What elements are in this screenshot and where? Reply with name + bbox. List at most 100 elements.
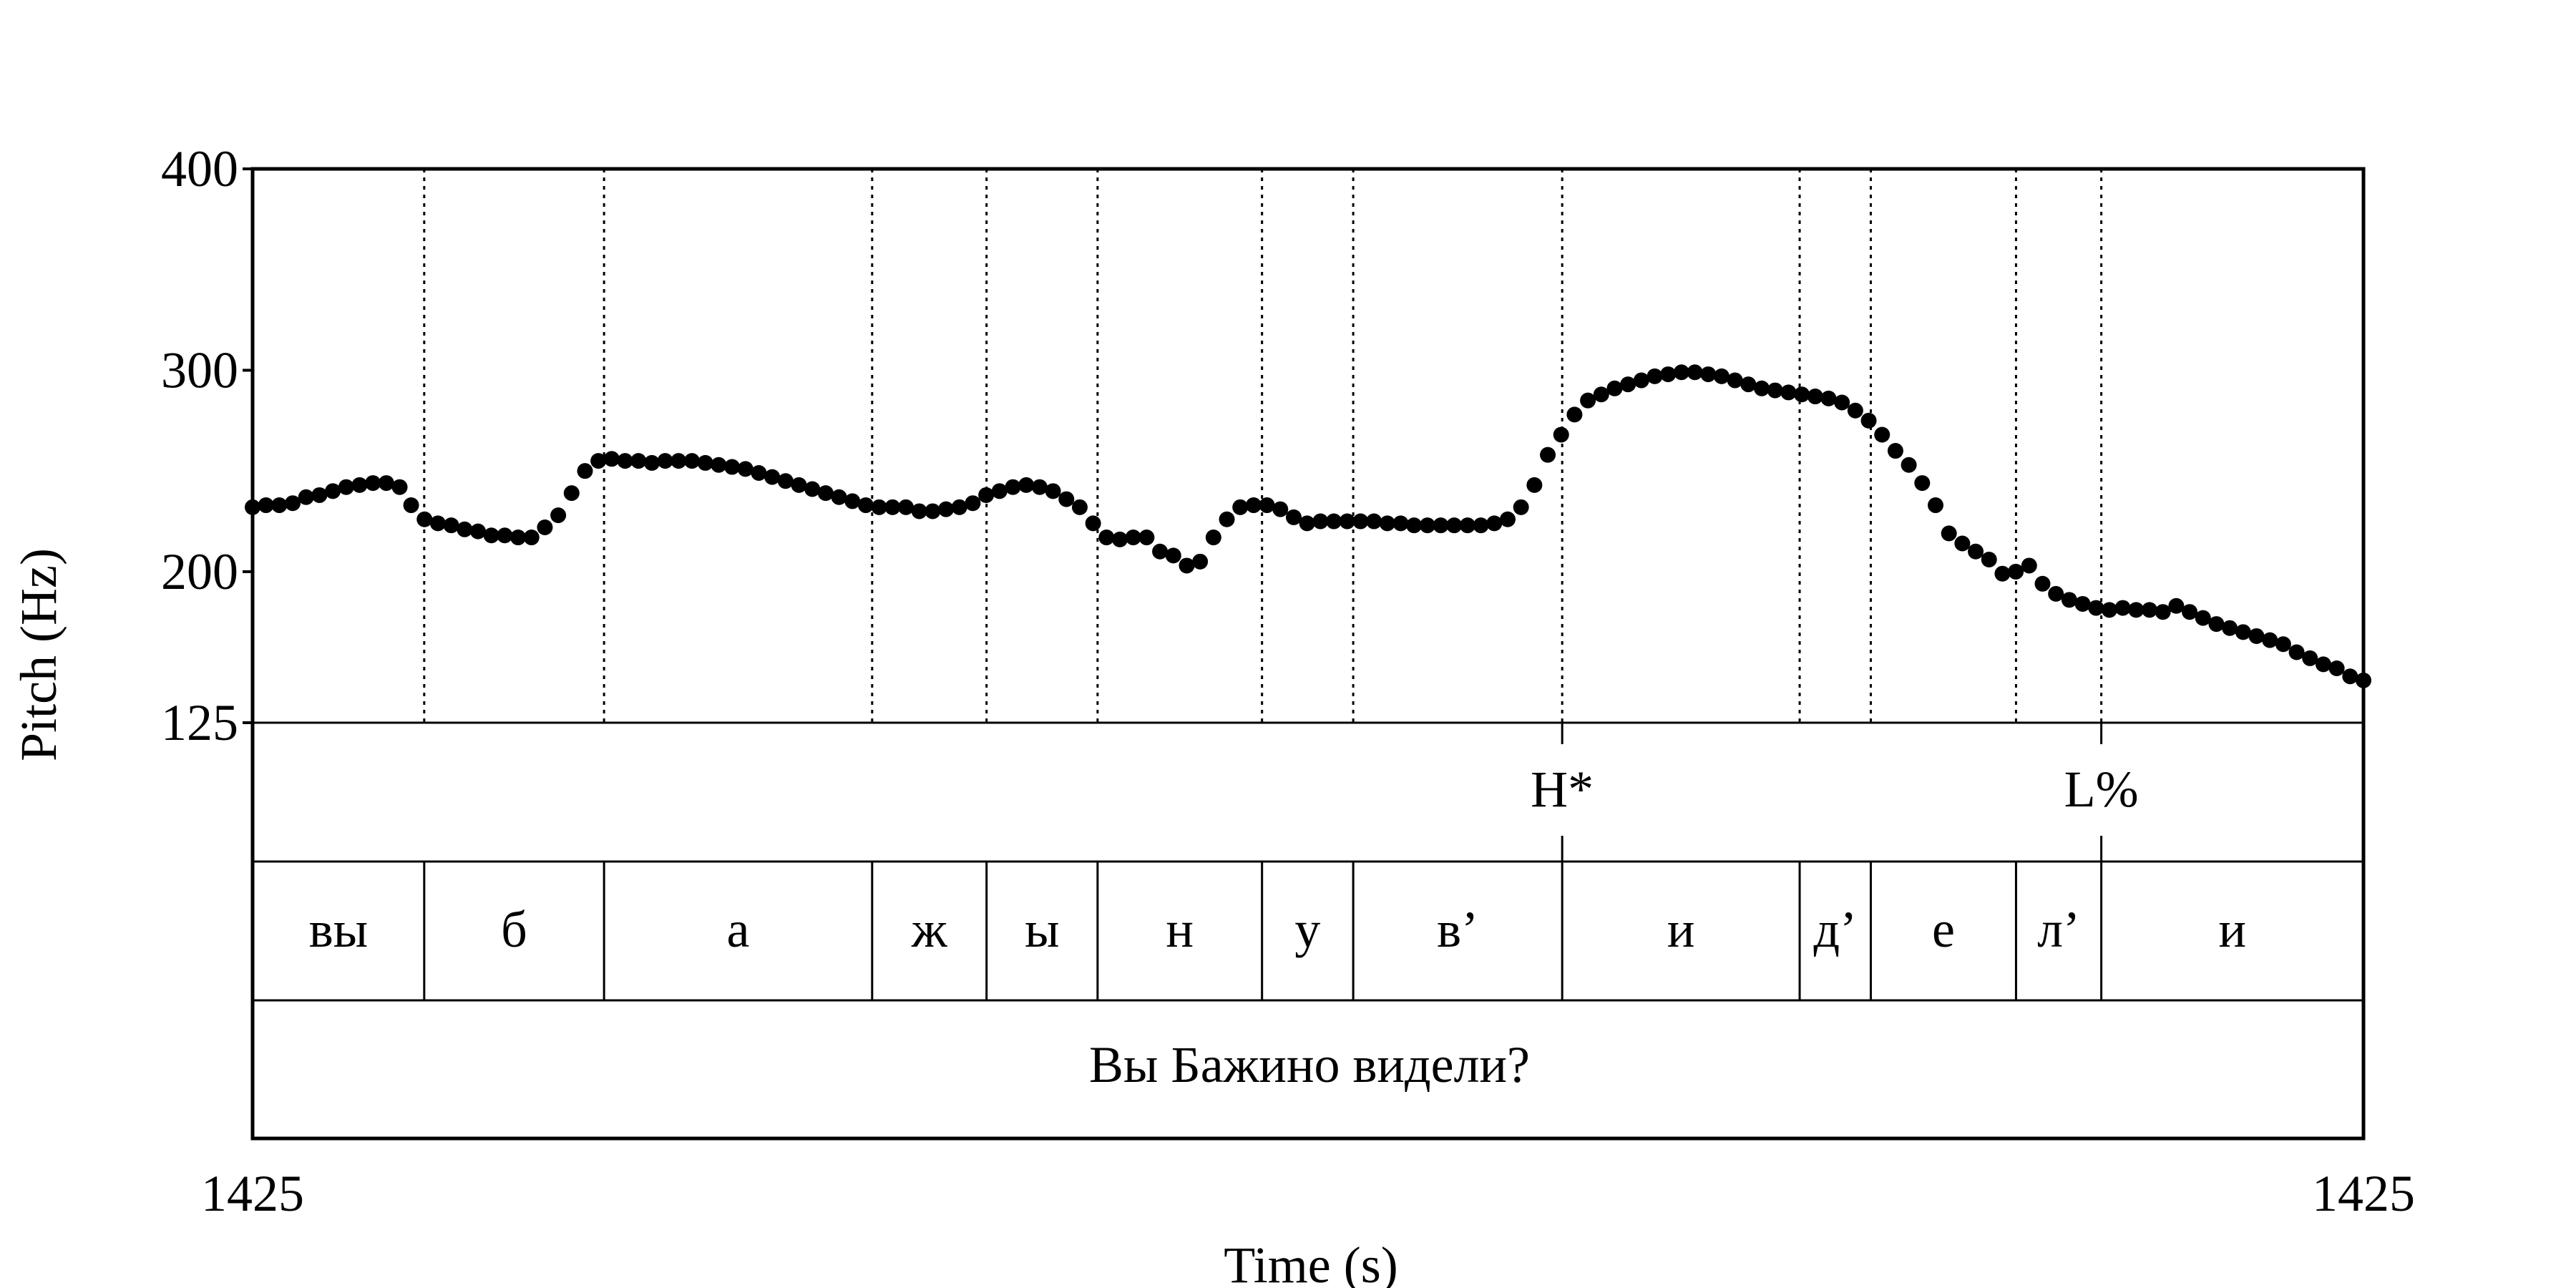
pitch-point bbox=[470, 523, 487, 540]
pitch-point bbox=[751, 464, 767, 481]
pitch-point bbox=[1660, 366, 1677, 383]
pitch-point bbox=[325, 483, 341, 499]
pitch-point bbox=[1954, 535, 1971, 552]
pitch-point bbox=[285, 495, 301, 512]
pitch-point bbox=[1245, 497, 1262, 514]
pitch-point bbox=[2061, 592, 2077, 608]
pitch-point bbox=[1486, 515, 1503, 532]
pitch-point bbox=[1272, 501, 1289, 517]
pitch-point bbox=[1192, 553, 1209, 570]
segment-boundaries bbox=[423, 169, 2103, 1000]
pitch-point bbox=[1179, 557, 1195, 574]
pitch-point bbox=[1834, 394, 1850, 411]
segment-label: вы bbox=[309, 901, 368, 958]
pitch-point bbox=[951, 499, 967, 515]
pitch-point bbox=[1433, 517, 1449, 534]
pitch-point bbox=[1138, 530, 1155, 546]
pitch-point bbox=[1687, 364, 1703, 381]
pitch-point bbox=[2101, 602, 2117, 618]
pitch-point bbox=[457, 521, 473, 537]
pitch-point bbox=[2356, 672, 2371, 688]
x-axis-label: Time (s) bbox=[1224, 1236, 1397, 1288]
segment-label: е bbox=[1932, 901, 1955, 958]
pitch-point bbox=[1580, 392, 1596, 409]
pitch-point bbox=[791, 477, 807, 493]
pitch-point bbox=[1085, 515, 1101, 532]
tone-label: L% bbox=[2064, 761, 2139, 818]
segment-label: у bbox=[1294, 901, 1320, 958]
pitch-point bbox=[1620, 376, 1636, 393]
pitch-point bbox=[697, 454, 713, 471]
pitch-point bbox=[2008, 563, 2024, 580]
pitch-point bbox=[258, 497, 274, 514]
tone-label: H* bbox=[1531, 761, 1594, 818]
pitch-point bbox=[1513, 499, 1529, 515]
pitch-point bbox=[2195, 610, 2211, 626]
pitch-point bbox=[804, 481, 821, 497]
pitch-point bbox=[737, 461, 753, 477]
pitch-point bbox=[857, 497, 874, 514]
pitch-point bbox=[1326, 513, 1342, 530]
pitch-point bbox=[911, 503, 927, 519]
pitch-point bbox=[1419, 517, 1435, 534]
segment-label: ы bbox=[1025, 901, 1059, 958]
pitch-point bbox=[1860, 412, 1877, 429]
pitch-point bbox=[2262, 632, 2278, 648]
pitch-point bbox=[1366, 513, 1382, 530]
pitch-point bbox=[2168, 597, 2185, 614]
pitch-point bbox=[351, 477, 368, 493]
pitch-point bbox=[1499, 511, 1516, 527]
pitch-point bbox=[1553, 426, 1569, 443]
pitch-point bbox=[1205, 530, 1221, 546]
segment-label: н bbox=[1166, 901, 1194, 958]
tone-tier: H* L% bbox=[1531, 723, 2139, 862]
segment-label: а bbox=[727, 901, 750, 958]
pitch-point bbox=[1259, 497, 1275, 514]
pitch-point bbox=[2088, 600, 2104, 616]
pitch-point bbox=[2021, 557, 2037, 574]
segment-label: ж bbox=[911, 901, 948, 958]
pitch-point bbox=[2235, 624, 2251, 640]
pitch-point bbox=[1968, 543, 1984, 560]
pitch-point bbox=[1005, 479, 1021, 495]
y-tick-label: 400 bbox=[161, 140, 238, 197]
pitch-points bbox=[245, 364, 2371, 688]
pitch-point bbox=[2328, 660, 2345, 677]
pitch-point bbox=[1112, 531, 1128, 547]
x-tick-label-start: 1425 bbox=[201, 1165, 304, 1222]
pitch-point bbox=[764, 469, 781, 485]
segment-label: л’ bbox=[2037, 901, 2080, 958]
pitch-point bbox=[684, 453, 701, 469]
pitch-point bbox=[871, 499, 887, 515]
pitch-point bbox=[2315, 656, 2331, 673]
pitch-point bbox=[991, 483, 1008, 499]
pitch-point bbox=[537, 519, 553, 535]
pitch-point bbox=[1994, 565, 2011, 582]
pitch-point bbox=[1700, 366, 1717, 383]
pitch-point bbox=[1045, 483, 1061, 499]
pitch-point bbox=[643, 454, 660, 471]
pitch-point bbox=[2128, 602, 2145, 618]
sentence-label: Вы Бажино видели? bbox=[1089, 1036, 1530, 1093]
pitch-point bbox=[2208, 616, 2225, 633]
pitch-point bbox=[1887, 443, 1903, 459]
pitch-point bbox=[1018, 477, 1035, 493]
pitch-point bbox=[978, 487, 995, 503]
pitch-point bbox=[1794, 386, 1810, 403]
pitch-point bbox=[1379, 515, 1395, 532]
y-axis-label: Pitch (Hz) bbox=[10, 548, 67, 761]
pitch-point bbox=[245, 499, 260, 515]
pitch-point bbox=[577, 463, 593, 479]
pitch-point bbox=[1152, 543, 1169, 560]
pitch-point bbox=[1941, 525, 1957, 542]
pitch-point bbox=[657, 453, 673, 469]
pitch-point bbox=[1526, 477, 1543, 493]
pitch-point bbox=[2342, 668, 2358, 685]
pitch-point bbox=[271, 497, 288, 514]
pitch-point bbox=[590, 453, 607, 469]
pitch-point bbox=[1727, 372, 1743, 389]
pitch-point bbox=[2141, 602, 2157, 618]
pitch-point bbox=[2034, 575, 2051, 592]
pitch-point bbox=[403, 497, 419, 514]
segment-tier: вы б а ж ы н у в’ и д’ е л’ и bbox=[309, 901, 2246, 958]
